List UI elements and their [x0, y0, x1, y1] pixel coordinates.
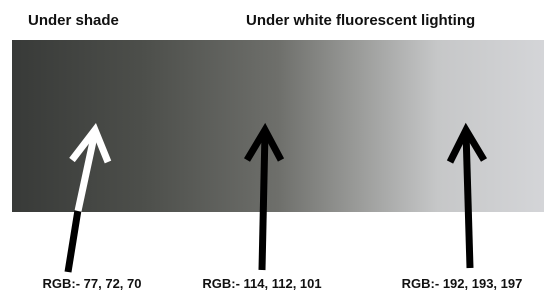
rgb-label: RGB:- 114, 112, 101: [202, 276, 321, 291]
arrow-shaft: [466, 132, 470, 268]
arrow-shaft: [262, 132, 265, 270]
arrow-shaft: [68, 210, 78, 272]
heading-right: Under white fluorescent lighting: [246, 12, 475, 29]
heading-left: Under shade: [28, 12, 119, 29]
rgb-label: RGB:- 192, 193, 197: [402, 276, 523, 291]
figure: Under shade Under white fluorescent ligh…: [0, 0, 544, 296]
rgb-label: RGB:- 77, 72, 70: [43, 276, 142, 291]
